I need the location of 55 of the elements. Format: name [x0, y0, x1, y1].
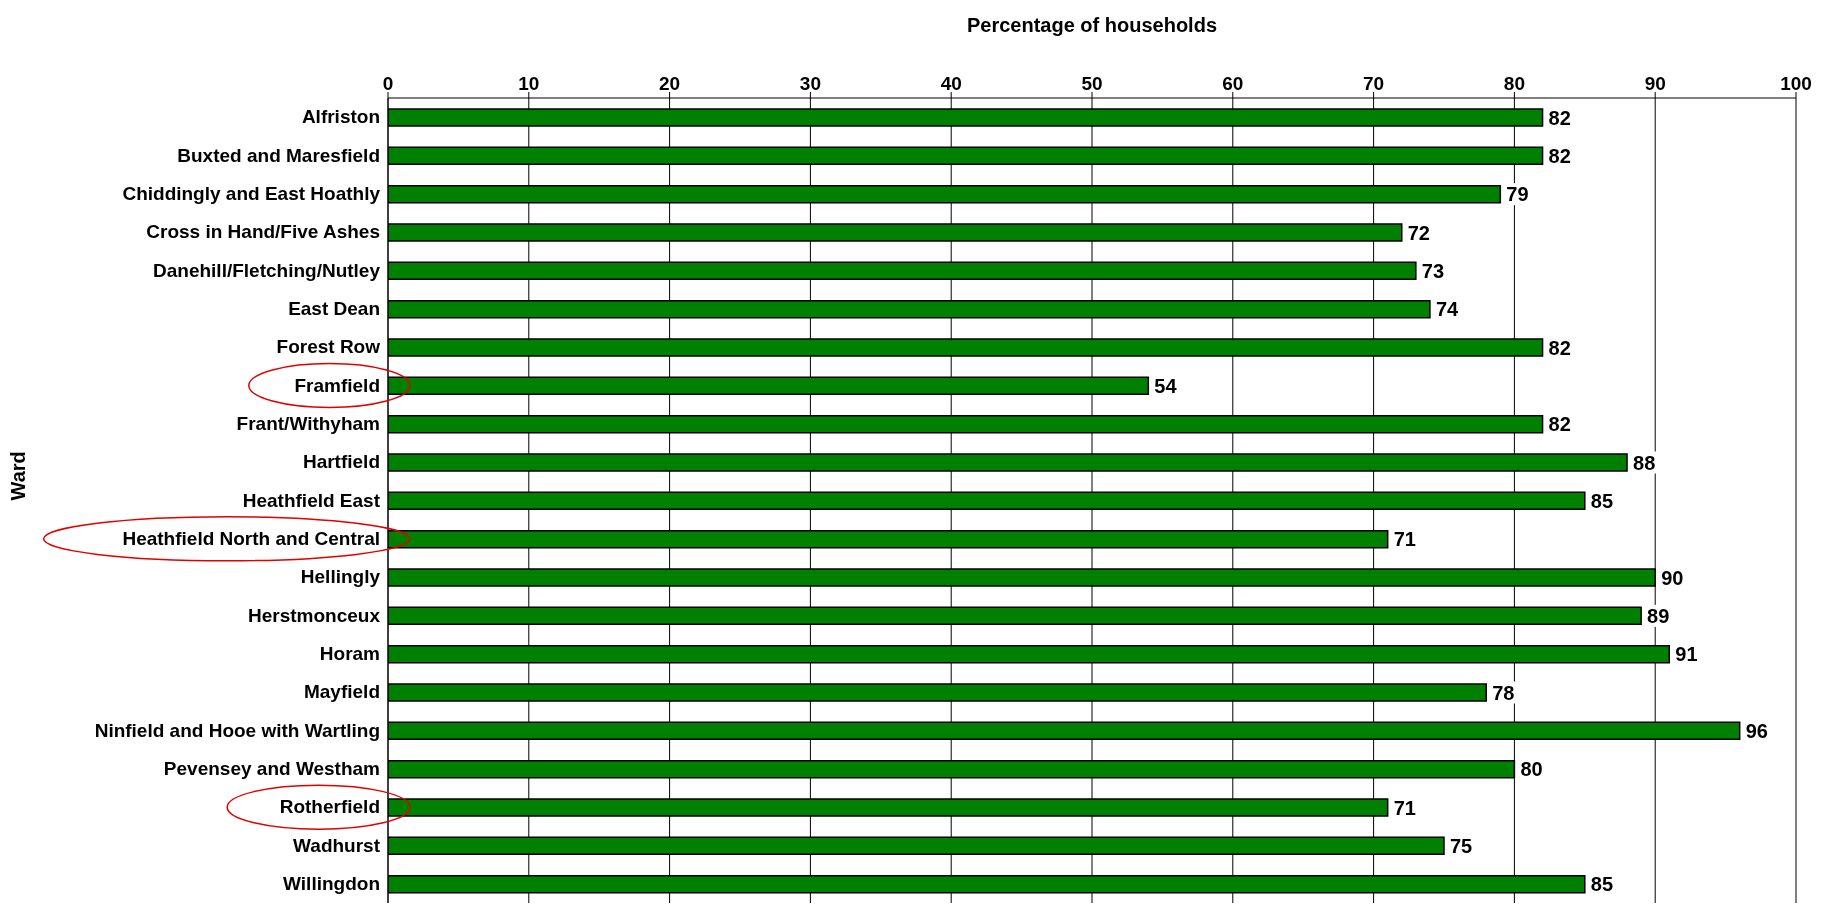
- x-axis-title: Percentage of households: [966, 14, 1218, 37]
- y-tick-label: Chiddingly and East Hoathly: [122, 182, 381, 204]
- y-tick-label: Hartfield: [302, 451, 380, 473]
- y-tick-label: Buxted and Maresfield: [177, 144, 380, 166]
- data-label: 85: [1590, 873, 1614, 896]
- y-tick-label: Frant/Withyham: [236, 412, 380, 434]
- y-tick-label: Willingdon: [283, 872, 380, 894]
- data-label: 54: [1154, 374, 1178, 397]
- y-tick-label: Framfield: [294, 374, 380, 396]
- data-label: 71: [1393, 528, 1416, 551]
- y-tick-label: Heathfield North and Central: [122, 527, 380, 549]
- y-tick-label: Horam: [319, 642, 380, 664]
- data-label: 96: [1745, 719, 1768, 742]
- y-tick-label: East Dean: [288, 297, 380, 319]
- x-tick-label: 40: [940, 73, 962, 94]
- x-tick-label: 80: [1503, 73, 1525, 94]
- y-tick-label: Pevensey and Westham: [163, 757, 380, 779]
- data-label: 72: [1407, 221, 1431, 244]
- x-tick-label: 10: [518, 73, 540, 94]
- x-tick-label: 50: [1081, 73, 1103, 94]
- data-label: 89: [1647, 604, 1670, 627]
- x-tick-label: 30: [799, 73, 821, 94]
- x-tick-label: 20: [659, 73, 681, 94]
- data-label: 78: [1492, 681, 1515, 704]
- data-label: 79: [1506, 183, 1529, 206]
- y-tick-label: Herstmonceux: [248, 604, 381, 626]
- data-label: 88: [1633, 451, 1656, 474]
- y-tick-label: Alfriston: [301, 106, 380, 128]
- data-label: 82: [1548, 144, 1571, 167]
- y-tick-label: Mayfield: [303, 681, 380, 703]
- x-tick-label: 70: [1363, 73, 1385, 94]
- data-label: 80: [1520, 758, 1543, 781]
- x-tick-label: 100: [1780, 73, 1812, 94]
- y-tick-label: Rotherfield: [279, 796, 380, 818]
- y-tick-label: Wadhurst: [293, 834, 381, 856]
- y-tick-label: Heathfield East: [242, 489, 381, 511]
- data-label: 73: [1421, 259, 1445, 282]
- y-tick-label: Ninfield and Hooe with Wartling: [94, 719, 380, 741]
- x-tick-label: 90: [1644, 73, 1666, 94]
- y-axis-title: Ward: [7, 451, 30, 501]
- y-tick-label: Cross in Hand/Five Ashes: [146, 221, 380, 243]
- y-tick-label: Danehill/Fletching/Nutley: [153, 259, 381, 281]
- data-label: 75: [1450, 834, 1473, 857]
- x-tick-label: 0: [382, 73, 394, 94]
- x-tick-label: 60: [1222, 73, 1244, 94]
- data-label: 82: [1548, 336, 1571, 359]
- data-label: 82: [1548, 413, 1571, 436]
- data-label: 74: [1435, 298, 1460, 321]
- data-label: 71: [1393, 796, 1416, 819]
- data-label: 82: [1548, 106, 1571, 129]
- data-label: 90: [1661, 566, 1684, 589]
- y-tick-label: Forest Row: [276, 336, 381, 358]
- y-tick-label: Hellingly: [300, 566, 381, 588]
- data-label: 85: [1590, 489, 1614, 512]
- data-label: 91: [1675, 643, 1698, 666]
